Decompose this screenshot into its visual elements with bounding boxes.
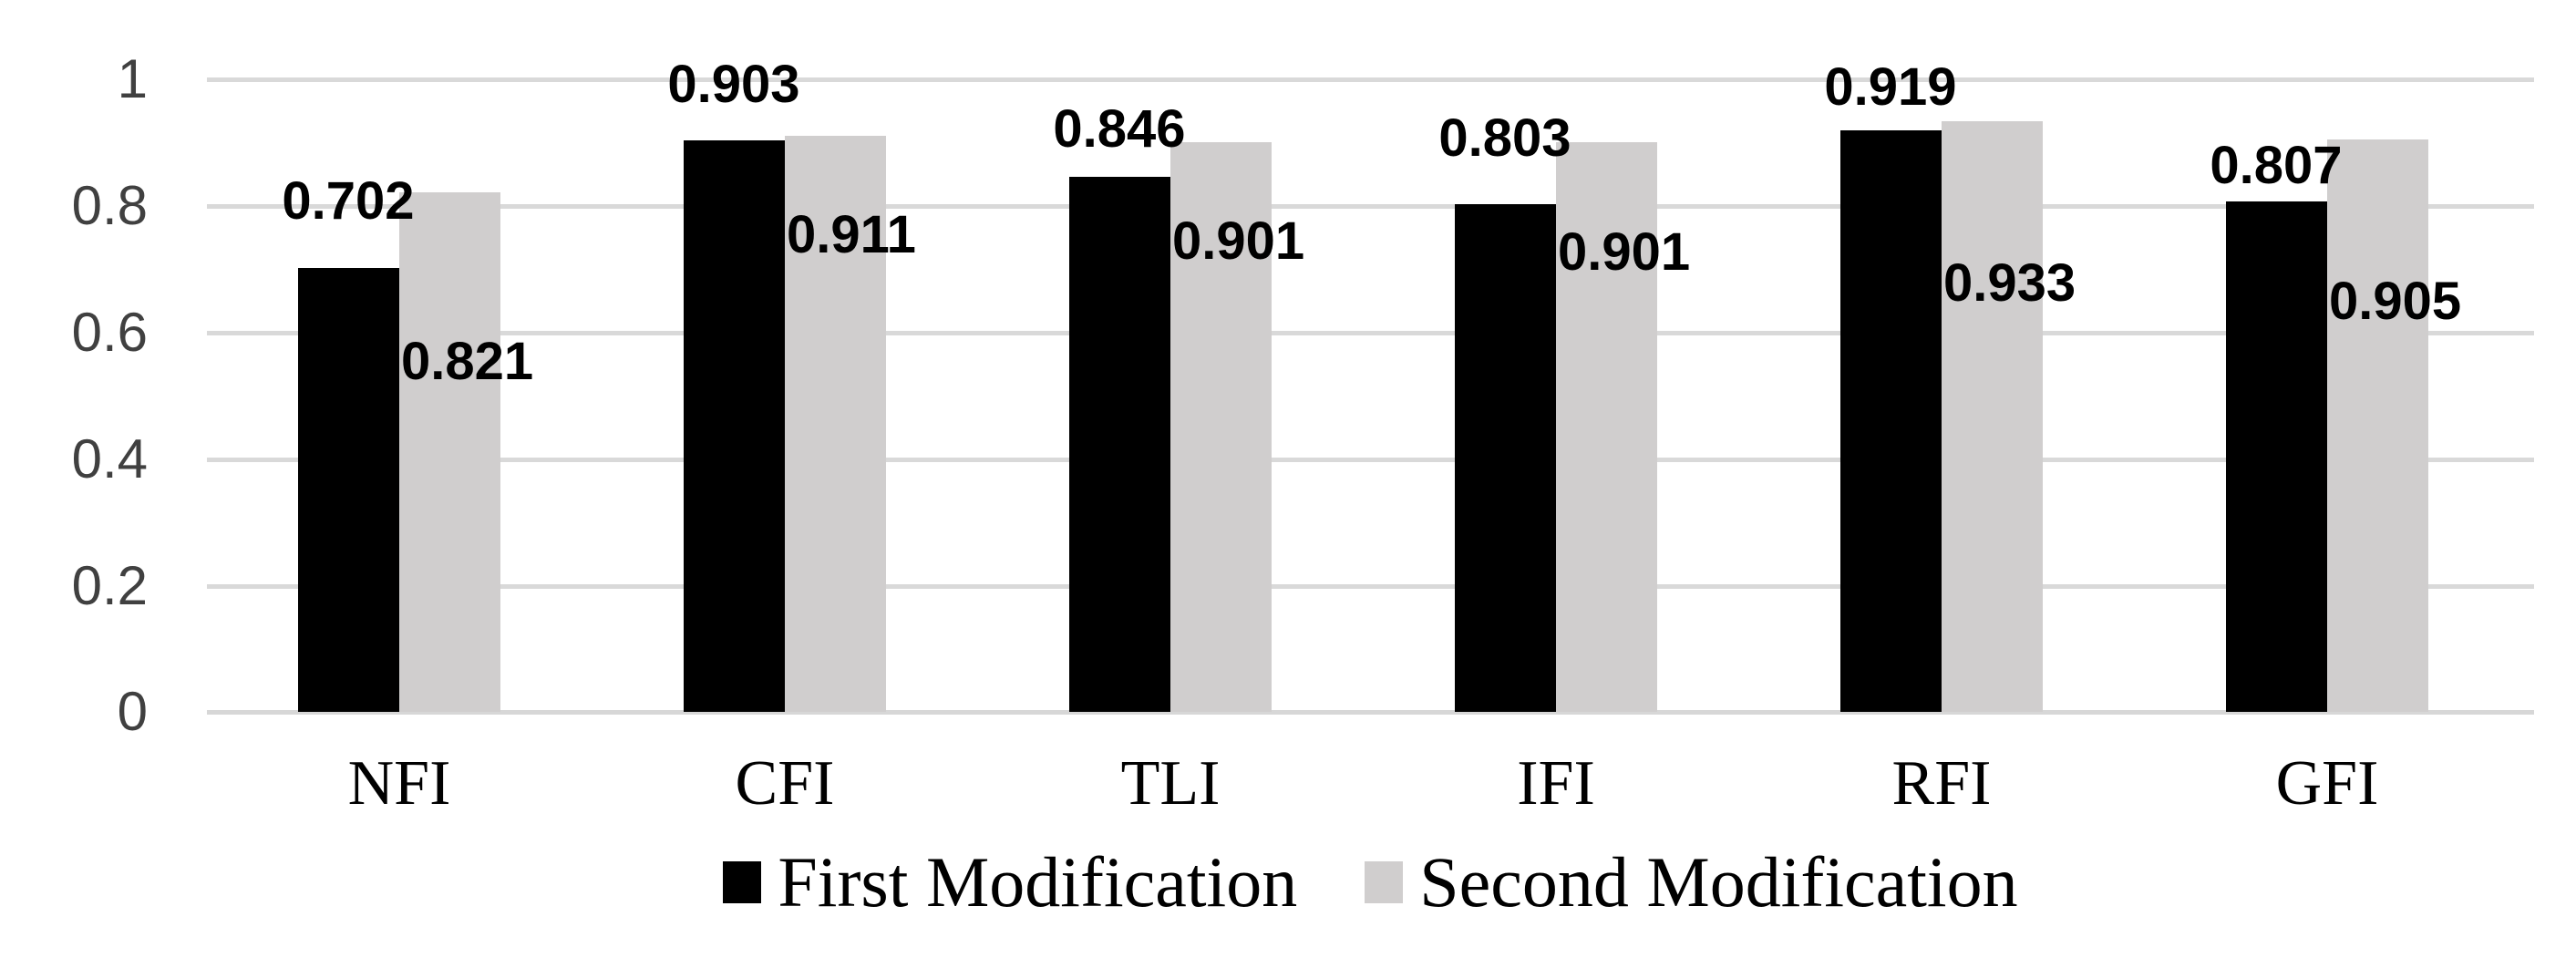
y-tick-0.4: 0.4 <box>71 428 148 489</box>
bar-second-cfi <box>785 136 886 712</box>
y-tick-0.8: 0.8 <box>71 175 148 236</box>
value-label-first-ifi: 0.803 <box>1438 108 1571 168</box>
bar-first-gfi <box>2226 201 2327 712</box>
bar-second-gfi <box>2327 139 2428 712</box>
gridline-0.2 <box>207 584 2534 589</box>
gridline-0.6 <box>207 331 2534 335</box>
value-label-first-nfi: 0.702 <box>282 171 415 231</box>
legend-label-first: First Modification <box>778 842 1298 922</box>
legend-label-second: Second Modification <box>1419 842 2018 922</box>
value-label-second-nfi: 0.821 <box>401 332 534 391</box>
value-label-second-cfi: 0.911 <box>787 205 916 264</box>
bar-second-tli <box>1170 142 1272 712</box>
x-axis-line <box>207 710 2534 715</box>
value-label-first-tli: 0.846 <box>1053 99 1186 159</box>
value-label-first-rfi: 0.919 <box>1824 57 1957 117</box>
bar-first-tli <box>1069 177 1170 712</box>
x-tick-ifi: IFI <box>1517 748 1595 819</box>
bar-first-nfi <box>298 268 399 712</box>
bar-second-rfi <box>1942 121 2043 712</box>
gridline-1.0 <box>207 77 2534 82</box>
value-label-second-rfi: 0.933 <box>1943 253 2076 313</box>
gridline-0.8 <box>207 204 2534 209</box>
bar-first-rfi <box>1840 130 1942 712</box>
legend-swatch-second-icon <box>1365 861 1404 903</box>
y-tick-0.6: 0.6 <box>71 302 148 363</box>
bar-first-ifi <box>1455 204 1556 712</box>
y-tick-0.2: 0.2 <box>71 555 148 616</box>
y-tick-0: 0 <box>117 681 148 742</box>
legend: First Modification Second Modification <box>207 843 2534 922</box>
bar-second-ifi <box>1556 142 1657 712</box>
legend-swatch-first-icon <box>723 861 762 903</box>
x-tick-cfi: CFI <box>735 748 835 819</box>
bar-first-cfi <box>684 140 785 712</box>
bar-second-nfi <box>399 192 500 712</box>
value-label-first-cfi: 0.903 <box>667 55 800 114</box>
y-tick-1: 1 <box>117 48 148 109</box>
x-tick-nfi: NFI <box>347 748 451 819</box>
legend-item-first: First Modification <box>723 843 1297 922</box>
value-label-second-gfi: 0.905 <box>2329 272 2462 331</box>
legend-item-second: Second Modification <box>1365 842 2018 922</box>
value-label-first-gfi: 0.807 <box>2210 136 2343 195</box>
x-tick-rfi: RFI <box>1891 748 1992 819</box>
value-label-second-ifi: 0.901 <box>1558 222 1691 282</box>
x-tick-tli: TLI <box>1120 748 1221 819</box>
x-tick-gfi: GFI <box>2275 748 2379 819</box>
value-label-second-tli: 0.901 <box>1172 211 1305 271</box>
gridline-0.4 <box>207 458 2534 462</box>
